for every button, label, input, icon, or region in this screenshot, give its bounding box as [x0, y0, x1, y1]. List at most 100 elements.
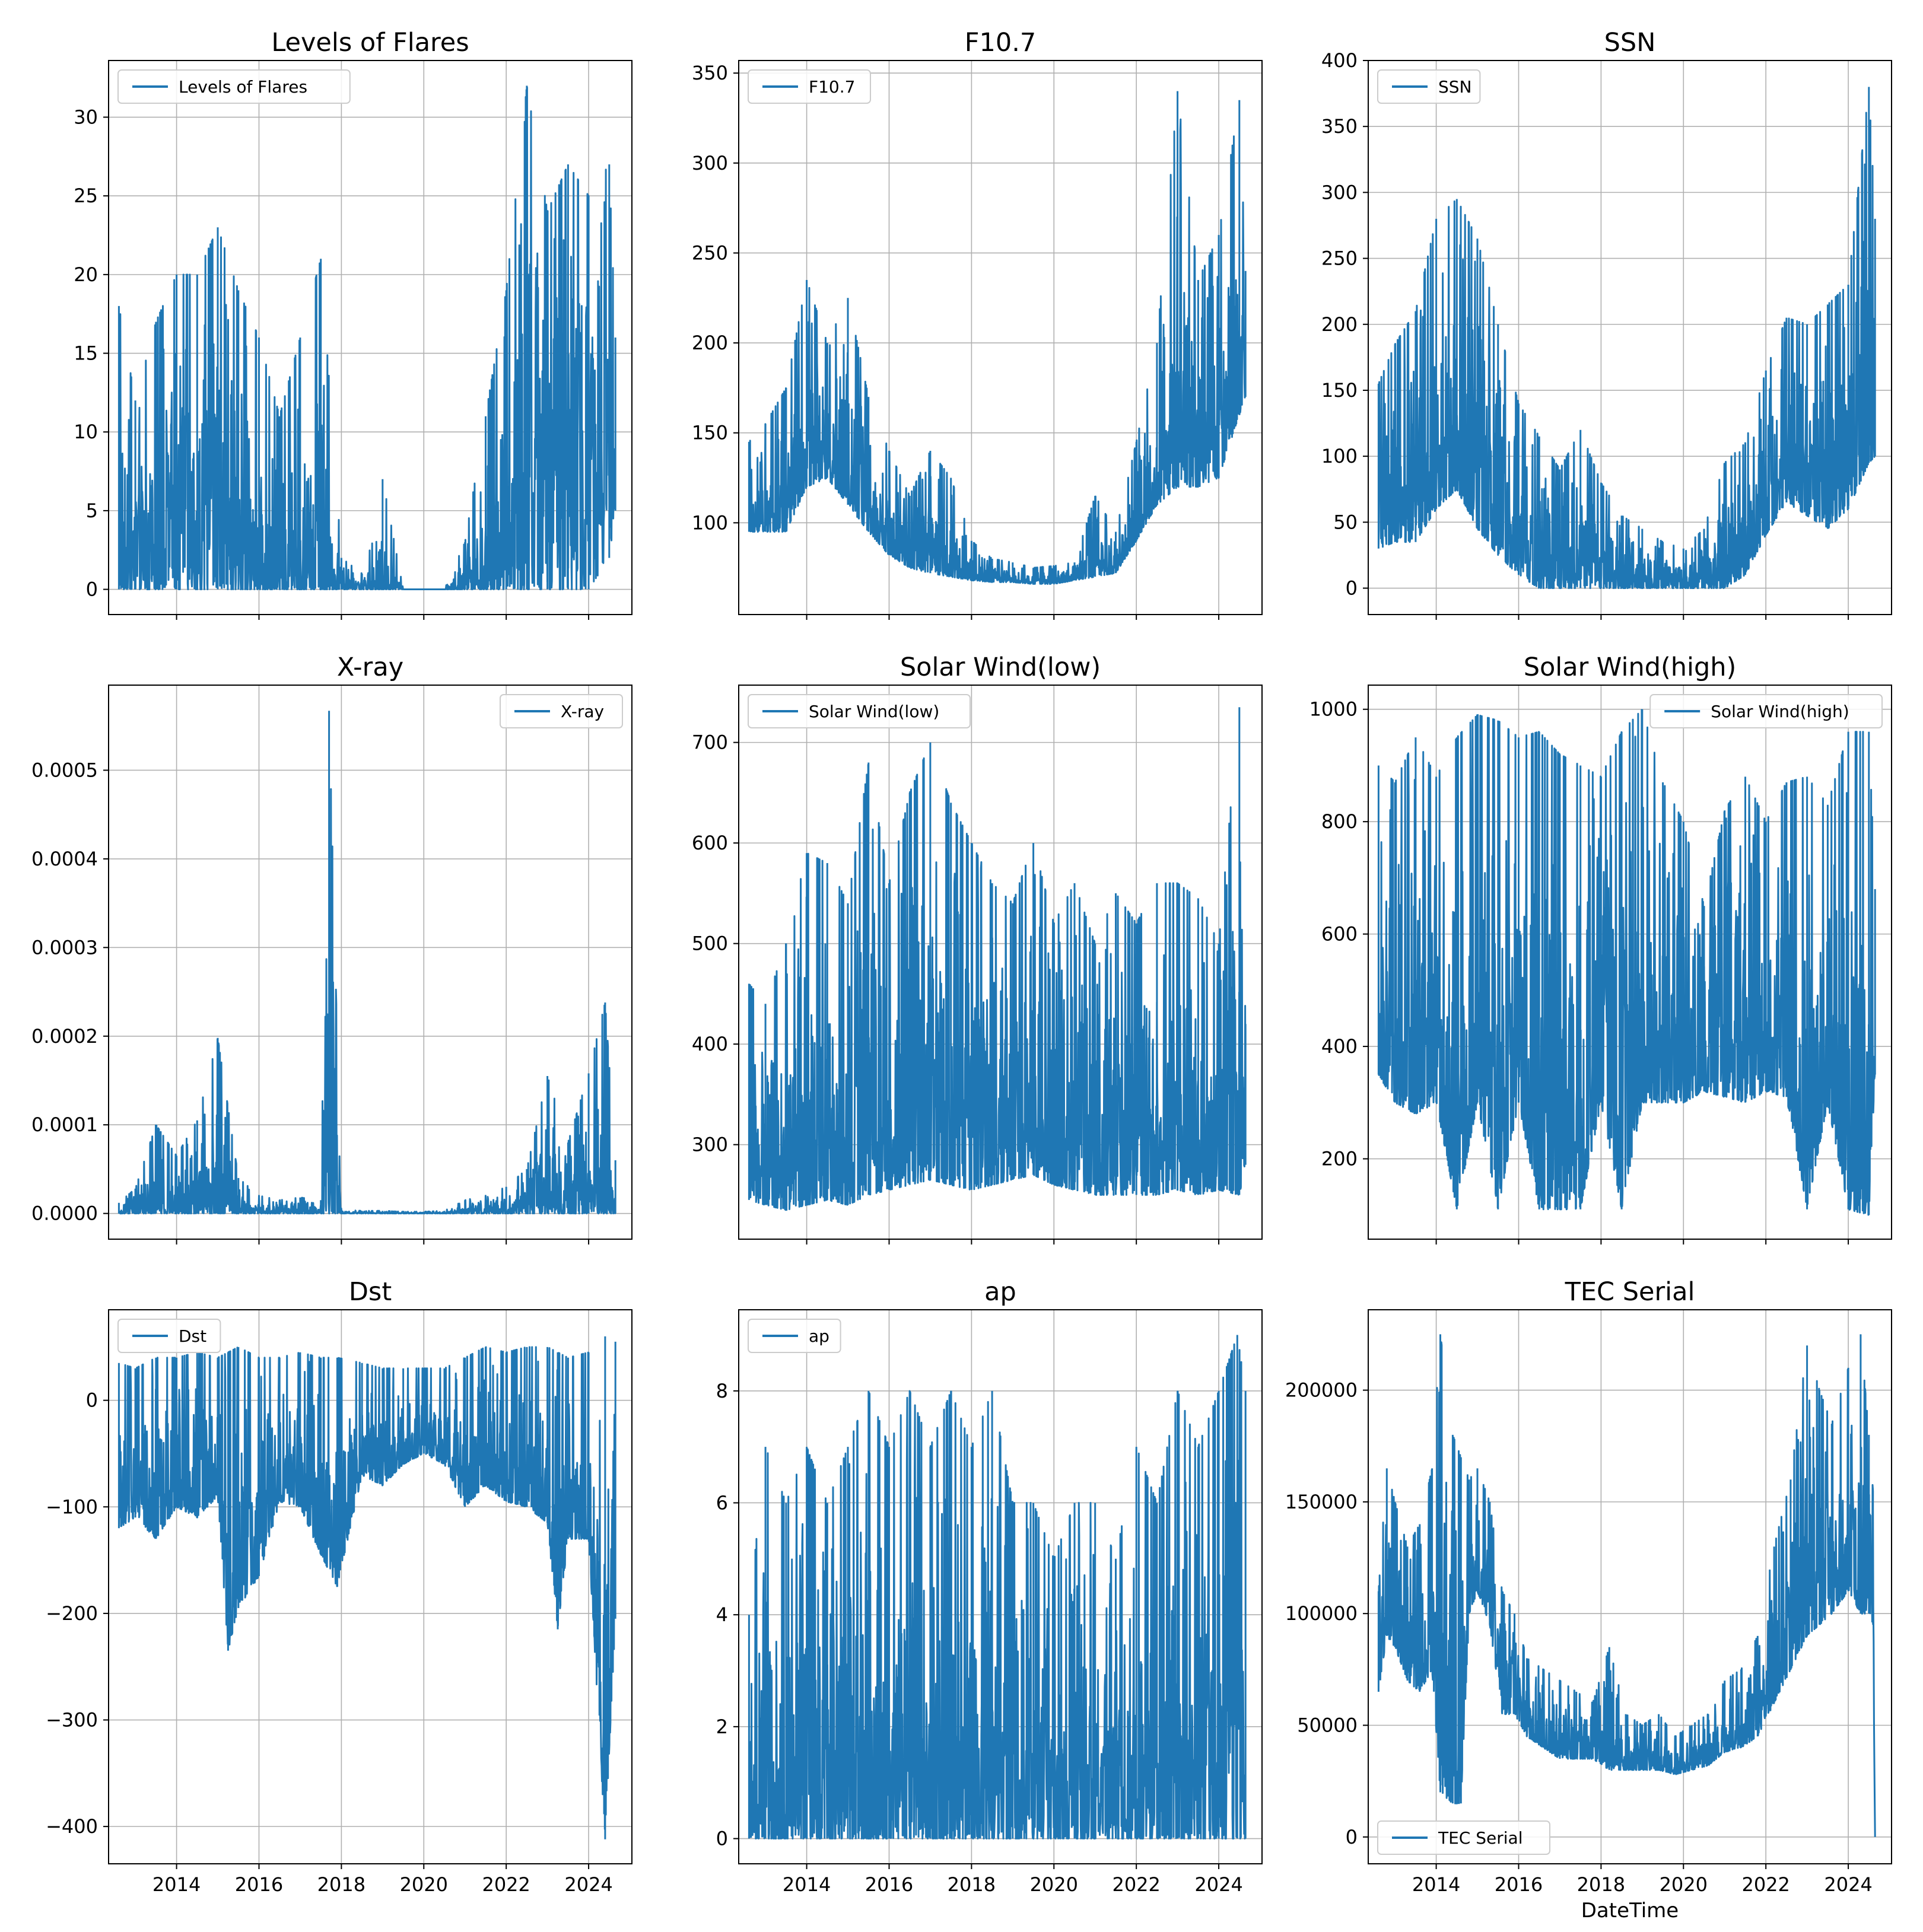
legend: X-ray: [500, 694, 623, 728]
ytick-label: 100: [1321, 445, 1358, 467]
ytick-label: 250: [1321, 247, 1358, 270]
xtick-label: 2022: [1741, 1873, 1789, 1896]
legend-box: [1377, 1820, 1550, 1855]
legend-box: [117, 1319, 221, 1353]
ytick-label: 4: [716, 1603, 728, 1626]
legend-label: X-ray: [561, 702, 604, 721]
ytick-label: 0.0004: [31, 848, 98, 870]
series-line-ssn: [1377, 87, 1876, 589]
ytick-label: 0.0005: [31, 759, 98, 781]
legend-label: F10.7: [809, 77, 855, 97]
legend-label: Dst: [179, 1326, 206, 1346]
ytick-label: 8: [716, 1380, 728, 1402]
series-line-flares: [117, 85, 616, 590]
subplot-title: SSN: [1604, 28, 1656, 58]
ytick-label: 250: [692, 241, 728, 264]
legend: Dst: [117, 1319, 221, 1353]
ytick-label: −300: [46, 1709, 98, 1732]
subplot-title: Solar Wind(low): [900, 653, 1101, 682]
ytick-label: 400: [1321, 1035, 1358, 1058]
legend-box: [117, 69, 351, 104]
legend: SSN: [1377, 69, 1481, 104]
ytick-label: 200000: [1285, 1379, 1358, 1402]
subplot-f107: 100 150 200 250 300 350 F10.7 F10.7: [692, 28, 1263, 620]
ytick-label: −200: [46, 1602, 98, 1625]
ytick-label: 0: [86, 578, 98, 601]
subplot-title: F10.7: [965, 28, 1036, 58]
ytick-label: 0.0003: [31, 936, 98, 959]
legend: ap: [748, 1319, 841, 1353]
legend: Solar Wind(low): [748, 694, 971, 728]
ytick-label: 1000: [1309, 698, 1358, 721]
ytick-label: 0.0002: [31, 1025, 98, 1048]
ytick-label: 0.0001: [31, 1113, 98, 1136]
subplot-tec: 0 50000 100000 150000 200000 2014 2016 2018 2020…: [1285, 1277, 1892, 1923]
xtick-label: 2020: [1030, 1873, 1078, 1896]
legend: F10.7: [748, 69, 871, 104]
legend-label: Levels of Flares: [179, 77, 307, 97]
axes-frame: [1368, 60, 1892, 615]
legend-box: [500, 694, 623, 728]
ytick-label: 200: [1321, 313, 1358, 336]
subplot-sw_high: 200 400 600 800 1000 Solar Wind(high) Solar Wi…: [1309, 653, 1892, 1244]
ytick-label: 50000: [1297, 1714, 1358, 1737]
subplot-title: TEC Serial: [1565, 1277, 1695, 1307]
subplot-title: Levels of Flares: [271, 28, 469, 58]
ytick-label: 350: [1321, 115, 1358, 138]
ytick-label: 30: [74, 106, 98, 129]
ytick-label: 100: [692, 511, 728, 534]
legend-box: [1377, 69, 1481, 104]
ytick-label: 25: [74, 184, 98, 207]
ytick-label: 10: [74, 421, 98, 443]
xtick-label: 2018: [1577, 1873, 1625, 1896]
ytick-label: 800: [1321, 810, 1358, 833]
ytick-label: 0: [86, 1389, 98, 1412]
ytick-label: 200: [692, 332, 728, 354]
axes-frame: [108, 60, 632, 615]
xtick-label: 2020: [400, 1873, 448, 1896]
xtick-label: 2022: [1112, 1873, 1160, 1896]
ytick-label: 600: [692, 832, 728, 854]
ytick-label: 0.0000: [31, 1202, 98, 1225]
axes-frame: [1368, 685, 1892, 1240]
xtick-label: 2014: [152, 1873, 201, 1896]
series-line-f107: [748, 91, 1247, 585]
xtick-label: 2014: [783, 1873, 831, 1896]
subplot-dst: −400 −300 −200 −100 0 2014 2016 2018 2020 2022 202…: [46, 1277, 632, 1896]
ytick-label: 500: [692, 932, 728, 955]
legend-label: SSN: [1438, 77, 1472, 97]
ytick-label: −100: [46, 1495, 98, 1518]
xtick-label: 2018: [317, 1873, 365, 1896]
ytick-label: 700: [692, 731, 728, 754]
ytick-label: 300: [692, 152, 728, 174]
xtick-label: 2014: [1412, 1873, 1460, 1896]
series-line-ap: [748, 1335, 1247, 1839]
legend-box: [1649, 694, 1883, 728]
xtick-label: 2024: [1194, 1873, 1242, 1896]
axes-frame: [738, 1309, 1263, 1864]
subplot-flares: 0 5 10 15 20 25 30 Levels of Flares Levels of Fl…: [74, 28, 632, 620]
xtick-label: 2022: [482, 1873, 530, 1896]
xtick-label: 2020: [1660, 1873, 1708, 1896]
axes-frame: [108, 685, 632, 1240]
legend-label: Solar Wind(high): [1711, 702, 1849, 721]
series-line-sw_high: [1377, 709, 1876, 1216]
ytick-label: 400: [692, 1033, 728, 1055]
axes-frame: [738, 60, 1263, 615]
legend-label: TEC Serial: [1438, 1828, 1522, 1848]
xtick-label: 2016: [235, 1873, 283, 1896]
ytick-label: 20: [74, 263, 98, 286]
subplot-sw_low: 300 400 500 600 700 Solar Wind(low) Solar Wind…: [692, 653, 1263, 1244]
ytick-label: 200: [1321, 1148, 1358, 1170]
ytick-label: 300: [692, 1134, 728, 1156]
ytick-label: 5: [86, 499, 98, 522]
subplot-ssn: 0 50 100 150 200 250 300 350 400 SSN SSN: [1321, 28, 1892, 620]
legend-label: Solar Wind(low): [809, 702, 939, 721]
xtick-label: 2024: [564, 1873, 612, 1896]
xtick-label: 2024: [1824, 1873, 1872, 1896]
subplot-title: Solar Wind(high): [1524, 653, 1737, 682]
series-line-dst: [117, 1336, 616, 1839]
ytick-label: 150: [1321, 379, 1358, 402]
legend: TEC Serial: [1377, 1820, 1550, 1855]
